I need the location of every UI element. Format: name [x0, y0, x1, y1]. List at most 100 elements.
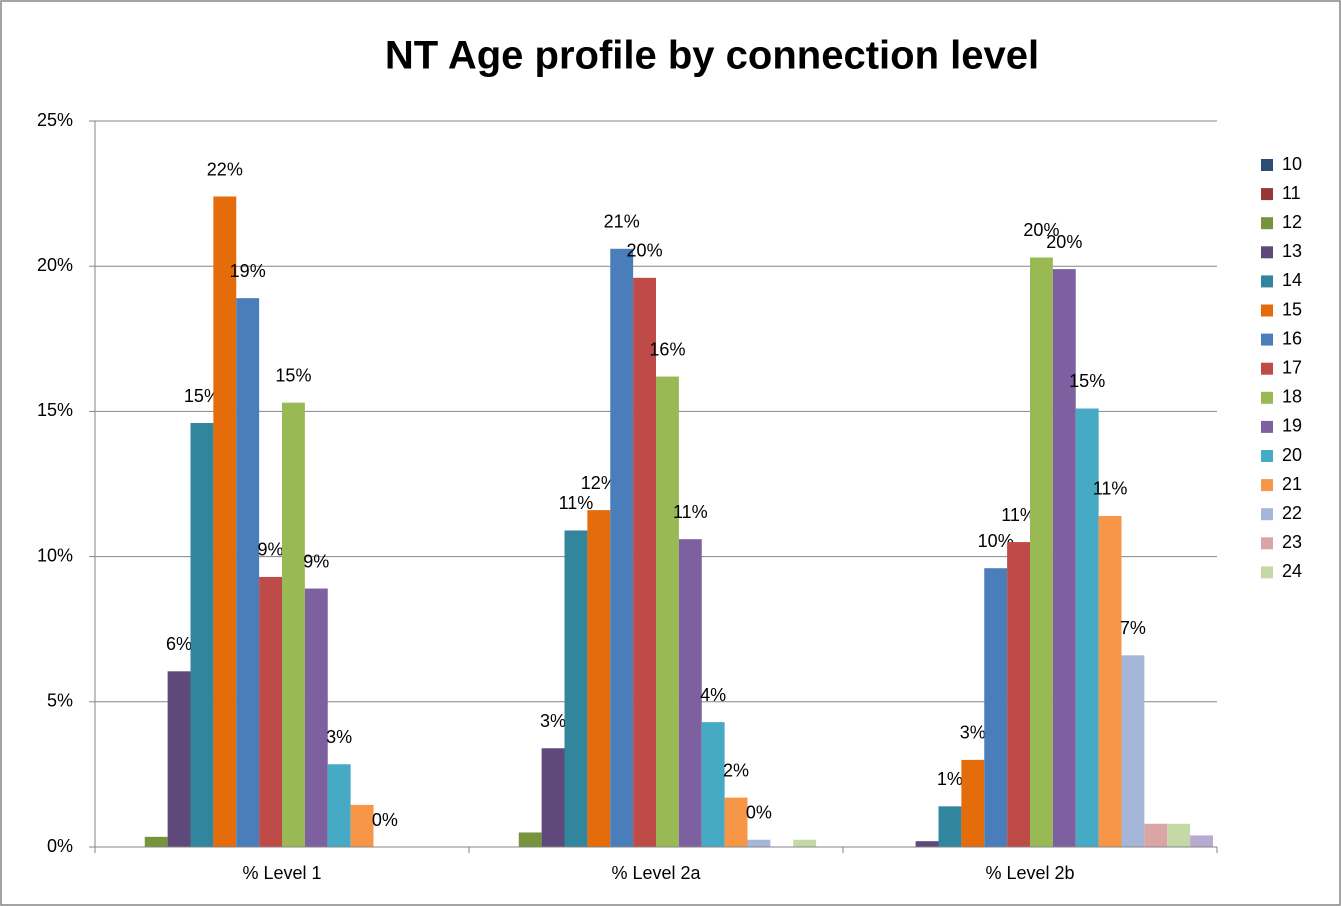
bar	[984, 568, 1008, 847]
bar	[1190, 835, 1213, 847]
legend-label: 13	[1282, 241, 1302, 261]
legend-swatch	[1261, 275, 1273, 288]
bar	[327, 764, 351, 847]
bar	[1052, 269, 1076, 847]
bar	[564, 530, 588, 847]
legend-swatch	[1261, 217, 1273, 230]
data-label: 4%	[700, 685, 726, 705]
legend-label: 11	[1282, 183, 1301, 203]
data-label: 3%	[960, 723, 986, 743]
bar	[259, 576, 282, 847]
y-tick-label: 10%	[37, 545, 73, 565]
legend-label: 24	[1282, 561, 1302, 581]
legend-label: 18	[1282, 387, 1302, 407]
bar	[1098, 515, 1122, 847]
bar	[190, 423, 214, 847]
data-label: 15%	[275, 365, 311, 385]
legend-swatch	[1261, 304, 1273, 317]
legend-swatch	[1261, 362, 1273, 375]
bar	[304, 588, 328, 847]
data-label: 11%	[673, 502, 708, 522]
data-label: 15%	[184, 386, 220, 406]
data-label: 11%	[559, 493, 594, 513]
data-label: 9%	[303, 551, 329, 571]
legend-label: 19	[1282, 416, 1302, 436]
y-tick-label: 15%	[37, 400, 73, 420]
data-label: 15%	[1069, 371, 1105, 391]
legend-swatch	[1261, 246, 1273, 259]
legend-swatch	[1261, 566, 1273, 579]
legend-swatch	[1261, 537, 1273, 550]
legend-label: 16	[1282, 328, 1302, 348]
data-label: 22%	[207, 159, 243, 179]
legend-label: 10	[1282, 154, 1302, 174]
y-tick-label: 25%	[37, 110, 73, 130]
bar	[213, 196, 237, 847]
bar	[724, 797, 748, 847]
legend-swatch	[1261, 159, 1273, 171]
bar	[656, 376, 679, 847]
bar	[350, 804, 374, 847]
data-label: 9%	[258, 540, 284, 560]
bar	[518, 832, 542, 847]
data-label: 3%	[326, 727, 352, 747]
data-label: 11%	[1001, 505, 1036, 525]
data-label: 20%	[627, 241, 663, 261]
bar	[915, 841, 939, 847]
data-label: 20%	[1046, 232, 1082, 252]
legend-swatch	[1261, 333, 1273, 346]
x-tick-label: % Level 2a	[611, 863, 701, 883]
bar	[236, 298, 260, 847]
bar	[1030, 257, 1053, 847]
legend-label: 21	[1282, 474, 1302, 494]
bar	[144, 836, 168, 847]
data-label: 6%	[166, 634, 192, 654]
data-label: 3%	[540, 711, 566, 731]
bar	[167, 671, 191, 847]
bar	[282, 402, 305, 847]
legend-swatch	[1261, 391, 1273, 404]
legend-swatch	[1261, 450, 1273, 462]
y-tick-label: 0%	[47, 836, 73, 856]
legend-label: 12	[1282, 212, 1302, 232]
bar	[587, 510, 611, 847]
bar	[961, 759, 985, 847]
bar	[610, 248, 634, 847]
legend-label: 20	[1282, 445, 1302, 465]
legend-label: 23	[1282, 532, 1302, 552]
legend-label: 15	[1282, 299, 1302, 319]
bar	[938, 806, 962, 847]
bar	[1075, 408, 1099, 847]
data-label: 19%	[230, 261, 266, 281]
data-label: 16%	[649, 339, 685, 359]
data-label: 2%	[723, 760, 749, 780]
y-tick-label: 5%	[47, 691, 73, 711]
legend-swatch	[1261, 508, 1273, 521]
bar	[701, 722, 725, 847]
data-label: 0%	[746, 802, 772, 822]
bar	[1121, 655, 1145, 847]
data-label: 20%	[1023, 220, 1059, 240]
bar	[633, 277, 656, 847]
bar	[541, 748, 565, 847]
chart-title: NT Age profile by connection level	[385, 34, 1039, 78]
data-label: 12%	[581, 473, 617, 493]
data-label: 21%	[604, 212, 640, 232]
data-label: 0%	[372, 810, 398, 830]
legend-label: 14	[1282, 270, 1302, 290]
bar	[747, 839, 771, 847]
y-tick-label: 20%	[37, 255, 73, 275]
bar	[793, 839, 817, 847]
legend-label: 22	[1282, 503, 1302, 523]
data-label: 11%	[1093, 479, 1128, 499]
x-tick-label: % Level 2b	[985, 863, 1074, 883]
x-tick-label: % Level 1	[242, 863, 321, 883]
data-label: 10%	[978, 531, 1014, 551]
legend-swatch	[1261, 188, 1273, 201]
bar	[1007, 542, 1030, 847]
legend-label: 17	[1282, 357, 1302, 377]
bar	[678, 539, 702, 847]
legend-swatch	[1261, 420, 1273, 433]
data-label: 1%	[937, 769, 963, 789]
